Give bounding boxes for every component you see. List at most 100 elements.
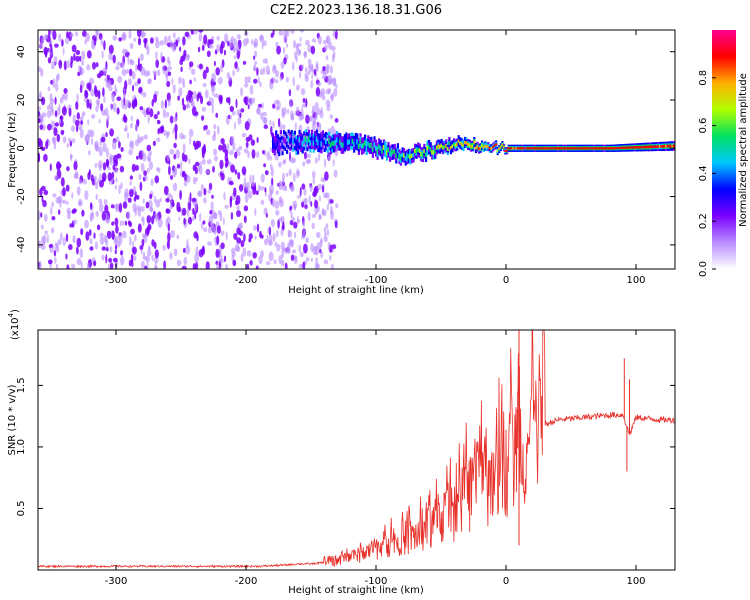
noise-cell [212, 134, 215, 142]
noise-cell [142, 152, 147, 162]
noise-cell [173, 166, 178, 175]
noise-cell [269, 155, 273, 161]
signal-cell [488, 147, 491, 150]
noise-cell [103, 234, 108, 243]
noise-cell [275, 229, 279, 238]
noise-cell [50, 227, 55, 234]
signal-cell [463, 140, 467, 145]
noise-cell [311, 213, 316, 219]
noise-cell [314, 199, 319, 209]
noise-cell [79, 55, 82, 62]
noise-cell [104, 204, 109, 214]
signal-cell [435, 145, 438, 150]
noise-cell [65, 36, 69, 45]
noise-cell [112, 54, 116, 64]
noise-cell [176, 163, 181, 169]
noise-cell [198, 249, 204, 258]
noise-cell [146, 215, 152, 224]
noise-cell [66, 264, 70, 269]
noise-cell [66, 142, 70, 148]
signal-cell [423, 148, 426, 154]
noise-cell [73, 173, 77, 179]
noise-cell [51, 201, 55, 208]
noise-cell [88, 229, 92, 236]
noise-cell [278, 30, 284, 36]
noise-cell [208, 39, 214, 45]
noise-cell [115, 177, 118, 183]
noise-cell [205, 124, 208, 130]
noise-cell [234, 169, 238, 175]
signal-cell [646, 145, 649, 149]
noise-cell [170, 204, 172, 210]
noise-cell [216, 43, 220, 53]
noise-cell [304, 67, 308, 73]
noise-cell [90, 89, 95, 97]
noise-cell [99, 236, 105, 245]
colorbar-ticks: 0.0 0.2 0.4 0.6 0.8 [698, 70, 716, 277]
noise-cell [78, 124, 83, 131]
noise-cell [216, 235, 220, 245]
noise-cell [71, 209, 76, 214]
noise-cell [294, 256, 298, 262]
noise-cell [245, 141, 249, 148]
signal-cell [658, 145, 662, 148]
signal-cell [598, 147, 601, 150]
noise-cell [130, 115, 133, 122]
noise-cell [186, 174, 191, 184]
noise-cell [199, 95, 204, 105]
noise-cell [65, 60, 71, 68]
noise-cell [118, 141, 121, 149]
noise-cell [257, 76, 260, 84]
noise-cell [219, 44, 224, 55]
noise-cell [165, 197, 170, 203]
signal-cell [655, 145, 658, 148]
signal-cell [279, 137, 282, 143]
noise-cell [266, 151, 271, 161]
snr-x-label: Height of straight line (km) [288, 585, 424, 596]
noise-cell [186, 54, 190, 60]
noise-cell [234, 61, 238, 69]
spectrogram-x-label: Height of straight line (km) [288, 285, 424, 296]
noise-cell [329, 114, 333, 120]
noise-cell [231, 251, 236, 257]
noise-cell [154, 212, 158, 219]
noise-cell [76, 93, 79, 102]
noise-cell [217, 210, 222, 216]
signal-cell [360, 143, 364, 149]
noise-cell [195, 161, 200, 167]
noise-cell [65, 253, 68, 260]
noise-cell [102, 162, 107, 171]
noise-cell [58, 59, 63, 69]
noise-cell [157, 167, 161, 173]
noise-cell [280, 61, 285, 69]
noise-cell [49, 163, 52, 171]
signal-cell [633, 146, 637, 149]
noise-cell [156, 119, 161, 125]
signal-cell [534, 147, 537, 150]
noise-cell [234, 243, 240, 252]
noise-cell [96, 73, 102, 79]
signal-cell [307, 136, 311, 143]
noise-cell [181, 78, 185, 85]
noise-cell [243, 205, 249, 212]
signal-cell [398, 154, 401, 159]
noise-cell [192, 176, 197, 185]
noise-cell [275, 209, 280, 216]
signal-cell [501, 143, 504, 146]
signal-cell [629, 146, 632, 149]
signal-cell [593, 147, 596, 150]
noise-cell [89, 246, 94, 251]
noise-cell [135, 194, 140, 200]
colorbar-tick-label: 0.4 [698, 165, 709, 181]
noise-cell [148, 106, 151, 112]
noise-cell [271, 197, 275, 208]
noise-cell [283, 34, 288, 44]
noise-cell [320, 250, 324, 259]
noise-cell [93, 232, 96, 239]
x-tick-label: 0 [503, 576, 509, 587]
noise-cell [38, 152, 41, 162]
noise-cell [80, 120, 83, 125]
noise-cell [305, 98, 308, 108]
signal-cell [637, 146, 640, 149]
